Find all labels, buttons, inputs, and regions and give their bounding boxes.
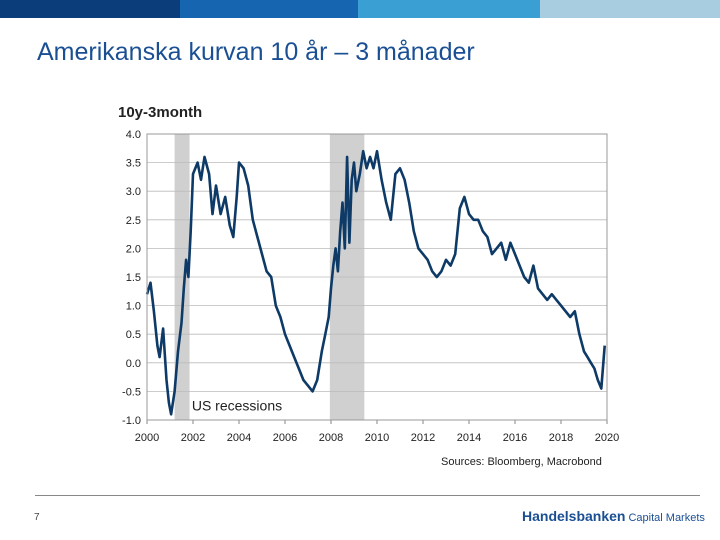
header-bar-segment: [358, 0, 540, 18]
x-tick-label: 2014: [457, 432, 481, 444]
header-bar-segment: [0, 0, 180, 18]
y-tick-label: 2.0: [126, 243, 141, 255]
plot-frame: [146, 133, 608, 421]
y-tick-label: -0.5: [122, 386, 141, 398]
y-tick-label: 4.0: [126, 129, 141, 141]
x-tick-label: 2002: [181, 432, 205, 444]
x-tick-label: 2018: [549, 432, 573, 444]
y-tick-label: 1.5: [126, 272, 141, 284]
slide-title: Amerikanska kurvan 10 år – 3 månader: [37, 38, 475, 66]
header-color-bar: [0, 0, 720, 18]
chart-source: Sources: Bloomberg, Macrobond: [441, 456, 602, 468]
brand-name: Handelsbanken: [522, 508, 626, 524]
y-tick-label: 1.0: [126, 301, 141, 313]
chart-title: 10y-3month: [118, 104, 203, 121]
header-bar-segment: [540, 0, 720, 18]
y-tick-label: 0.0: [126, 358, 141, 370]
recession-annotation: US recessions: [192, 397, 282, 413]
x-tick-label: 2012: [411, 432, 435, 444]
y-tick-label: 2.5: [126, 215, 141, 227]
brand-suffix: Capital Markets: [628, 512, 705, 524]
footer-divider: [35, 495, 700, 496]
y-tick-label: -1.0: [122, 415, 141, 427]
brand-logo: Handelsbanken Capital Markets: [522, 508, 705, 526]
x-tick-label: 2020: [595, 432, 619, 444]
x-tick-label: 2000: [135, 432, 159, 444]
x-tick-label: 2008: [319, 432, 343, 444]
x-tick-label: 2010: [365, 432, 389, 444]
y-tick-label: 3.5: [126, 158, 141, 170]
series-line: [145, 149, 606, 416]
x-tick-label: 2006: [273, 432, 297, 444]
y-tick-label: 0.5: [126, 329, 141, 341]
header-bar-segment: [180, 0, 358, 18]
y-tick-label: 3.0: [126, 186, 141, 198]
page-number: 7: [34, 512, 40, 523]
x-tick-label: 2016: [503, 432, 527, 444]
x-tick-label: 2004: [227, 432, 251, 444]
